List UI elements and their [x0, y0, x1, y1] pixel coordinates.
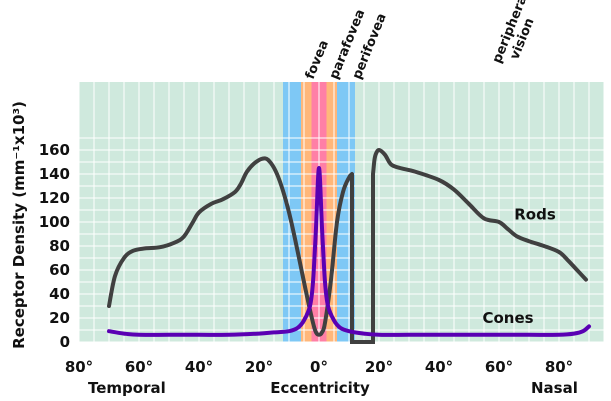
x-tick-label: 0° [310, 358, 328, 376]
y-tick-label: 60 [49, 261, 70, 279]
axis-labels: Receptor Density (mm⁻¹x10³) Eccentricity… [10, 101, 578, 397]
y-tick-label: 0 [60, 333, 70, 351]
x-tick-label: 40° [185, 358, 213, 376]
y-tick-label: 80 [49, 237, 70, 255]
nasal-label: Nasal [531, 379, 578, 397]
y-tick-labels: 0 20 40 60 80 100 120 140 160 [39, 141, 70, 351]
grid-lines [78, 82, 605, 343]
blind-spot [350, 174, 375, 344]
x-tick-label: 40° [425, 358, 453, 376]
series-annotations: Rods Cones [482, 206, 555, 327]
x-tick-label: 20° [245, 358, 273, 376]
annotation-cones: Cones [482, 309, 533, 327]
x-tick-label: 20° [365, 358, 393, 376]
region-label-peripheral-vision: peripheralvision [490, 0, 546, 71]
annotation-rods: Rods [514, 206, 556, 224]
y-tick-label: 120 [39, 189, 70, 207]
series-line-rods-nasal [371, 148, 588, 282]
y-tick-label: 20 [49, 309, 70, 327]
blind-spot-outline [350, 174, 375, 344]
y-tick-label: 100 [39, 213, 70, 231]
x-tick-label: 80° [65, 358, 93, 376]
x-tick-label: 80° [545, 358, 573, 376]
y-tick-label: 140 [39, 165, 70, 183]
x-tick-labels: 80° 60° 40° 20° 0° 20° 40° 60° 80° [65, 358, 573, 376]
series-line-cones [107, 166, 591, 337]
series-line-rods [107, 156, 354, 337]
x-tick-label: 60° [125, 358, 153, 376]
x-axis-label: Eccentricity [270, 379, 370, 397]
temporal-label: Temporal [88, 379, 166, 397]
y-tick-label: 40 [49, 285, 70, 303]
y-axis-label: Receptor Density (mm⁻¹x10³) [10, 101, 28, 349]
x-tick-label: 60° [485, 358, 513, 376]
series-lines [107, 148, 591, 337]
y-tick-label: 160 [39, 141, 70, 159]
